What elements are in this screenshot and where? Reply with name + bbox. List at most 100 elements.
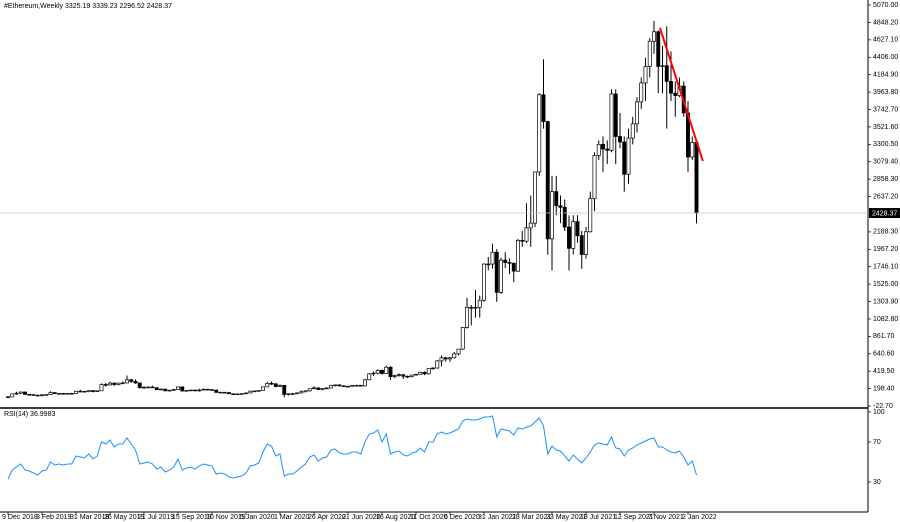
candle-body (193, 389, 197, 392)
candle-body (401, 374, 406, 377)
candle-body (516, 240, 520, 272)
candle-body (159, 388, 163, 391)
candle-body (333, 384, 338, 387)
candle-body (439, 357, 444, 362)
candle-body (664, 65, 669, 82)
x-tick-label: 21 Jul 2019 (138, 514, 174, 521)
candle-body (256, 390, 261, 392)
x-tick-label: 21 Jun 2020 (342, 514, 381, 521)
candle-body (388, 366, 393, 378)
candle-body (690, 142, 695, 158)
rsi-title: RSI(14) 36.9983 (4, 411, 55, 418)
candle-body (460, 327, 465, 350)
candle-body (601, 144, 605, 150)
candle-body (465, 307, 469, 328)
candle-body (584, 231, 588, 255)
y-tick-label: 4406.00 (873, 54, 898, 61)
x-tick-label: 12 Sep 2021 (614, 514, 654, 521)
candle-body (571, 221, 576, 249)
candle-body (18, 391, 23, 394)
candle-body (273, 383, 278, 387)
candle-body (656, 31, 661, 67)
candle-body (44, 394, 49, 396)
x-tick-label: 31 Jan 2021 (478, 514, 517, 521)
candle-body (316, 387, 321, 390)
candle-body (154, 387, 159, 390)
candle-body (23, 391, 27, 395)
candle-body (286, 393, 291, 395)
candle-body (405, 375, 410, 378)
candle-body (312, 387, 316, 390)
candle-body (541, 94, 546, 122)
x-tick-label: 1 Mar 2020 (274, 514, 310, 521)
candle-body (613, 93, 618, 137)
candle-body (231, 393, 236, 395)
y-tick-label: 1303.90 (873, 298, 898, 305)
candle-body (218, 391, 223, 394)
candle-body (469, 307, 474, 309)
x-tick-label: 23 May 2021 (546, 514, 587, 521)
candle-body (414, 373, 418, 376)
candle-body (443, 357, 448, 360)
y-tick-label: 3521.60 (873, 124, 898, 131)
candle-body (371, 372, 376, 375)
candle-body (244, 392, 248, 395)
candle-body (528, 222, 533, 229)
candle-body (120, 382, 125, 385)
candle-body (329, 384, 333, 389)
y-tick-label: 3742.70 (873, 106, 898, 113)
x-tick-label: 26 Apr 2020 (308, 514, 346, 521)
y-tick-label: 3300.50 (873, 141, 898, 148)
candle-body (40, 394, 44, 397)
candle-body (35, 394, 40, 397)
candle-body (31, 394, 36, 396)
candle-body (673, 92, 678, 96)
candle-body (201, 388, 206, 391)
candle-body (214, 389, 219, 393)
candle-body (129, 379, 134, 382)
candle-body (635, 101, 639, 125)
candle-body (125, 379, 129, 384)
candle-body (278, 384, 282, 387)
candle-body (307, 388, 312, 392)
candle-body (367, 373, 372, 381)
candle-body (579, 235, 584, 255)
y-tick-label: 4848.20 (873, 19, 898, 26)
x-tick-label: 5 Jan 2020 (240, 514, 275, 521)
candle-body (435, 360, 440, 369)
candle-body (550, 191, 554, 240)
y-tick-label: 198.40 (873, 385, 895, 392)
trendline (658, 27, 704, 162)
candle-body (341, 385, 346, 388)
candle-body (592, 155, 597, 200)
candle-body (235, 393, 240, 396)
y-tick-label: 5070.00 (873, 2, 898, 9)
candle-body (324, 387, 329, 390)
candle-body (558, 205, 563, 208)
candle-body (269, 382, 274, 385)
candle-body (61, 393, 66, 395)
candle-body (167, 389, 172, 392)
candle-body (180, 386, 185, 392)
candle-body (562, 207, 567, 228)
candle-body (27, 394, 32, 396)
x-tick-label: 11 Oct 2020 (410, 514, 448, 521)
candle-body (545, 121, 550, 240)
candle-body (282, 384, 287, 395)
candle-body (99, 384, 104, 392)
candle-body (392, 375, 397, 378)
y-tick-label: 4184.90 (873, 72, 898, 79)
candle-body (588, 198, 593, 233)
candle-body (290, 393, 295, 395)
y-tick-label: 3963.80 (873, 89, 898, 96)
y-tick-label: 419.50 (873, 368, 895, 375)
candle-body (163, 388, 168, 392)
candle-body (261, 386, 265, 391)
y-tick-label: 2858.30 (873, 176, 898, 183)
candle-body (108, 382, 112, 386)
candle-body (188, 389, 193, 392)
y-tick-label: 1082.80 (873, 316, 898, 323)
candle-body (380, 370, 384, 374)
candle-body (520, 240, 525, 242)
